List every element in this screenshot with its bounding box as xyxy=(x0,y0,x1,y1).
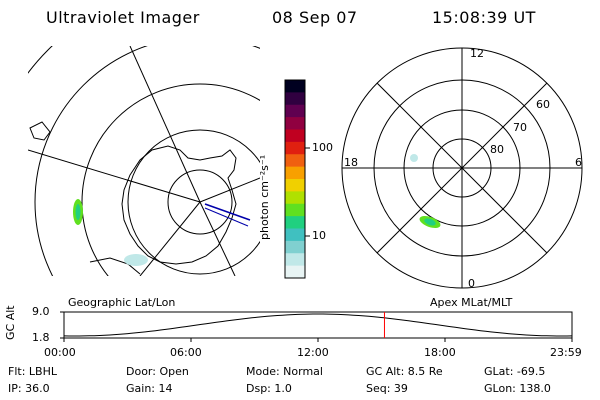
alt-ylabel: GC Alt xyxy=(4,305,17,340)
alt-ytick-min: 1.8 xyxy=(32,331,50,344)
altitude-curve xyxy=(63,313,573,337)
colorbar-segment xyxy=(285,228,305,242)
geographic-map xyxy=(28,46,260,276)
antarctica-coastline xyxy=(121,145,237,265)
colorbar-segment xyxy=(285,154,305,168)
gc-alt-status: GC Alt: 8.5 Re xyxy=(366,365,443,378)
colorbar-segment xyxy=(285,216,305,229)
time-axis-ticks xyxy=(63,338,573,342)
date-label: 08 Sep 07 xyxy=(272,8,358,27)
mlt-label-12: 12 xyxy=(470,47,484,60)
colorbar-segment xyxy=(285,141,305,155)
glat-status: GLat: -69.5 xyxy=(484,365,546,378)
mlat-label-80: 80 xyxy=(490,143,504,156)
colorbar-segment xyxy=(285,80,305,93)
colorbar-segment xyxy=(285,191,305,205)
colorbar-segment xyxy=(285,117,305,130)
mlt-label-6: 6 xyxy=(575,156,582,169)
door-status: Door: Open xyxy=(126,365,189,378)
glon-status: GLon: 138.0 xyxy=(484,382,551,395)
polar-plot xyxy=(341,47,583,289)
time-label: 15:08:39 UT xyxy=(432,8,536,27)
colorbar-segment xyxy=(285,166,305,180)
colorbar-segment xyxy=(285,240,305,254)
seq-status: Seq: 39 xyxy=(366,382,408,395)
colorbar-segment xyxy=(285,92,305,106)
alt-ytick-max: 9.0 xyxy=(32,305,50,318)
mode-status: Mode: Normal xyxy=(246,365,323,378)
instrument-title: Ultraviolet Imager xyxy=(46,8,200,27)
colorbar-tick-10: 10 xyxy=(312,229,326,242)
time-tick-4: 23:59 xyxy=(550,346,582,359)
colorbar-tick-100: 100 xyxy=(312,141,333,154)
filter-status: Flt: LBHL xyxy=(8,365,57,378)
gain-status: Gain: 14 xyxy=(126,382,173,395)
mlat-label-60: 60 xyxy=(536,98,550,111)
colorbar-segment xyxy=(285,179,305,192)
time-tick-3: 18:00 xyxy=(424,346,456,359)
altitude-plot-frame xyxy=(63,311,573,339)
ip-status: IP: 36.0 xyxy=(8,382,50,395)
time-tick-0: 00:00 xyxy=(44,346,76,359)
colorbar-segment xyxy=(285,104,305,118)
colorbar-segment xyxy=(285,265,305,279)
apex-label: Apex MLat/MLT xyxy=(430,296,513,309)
mlat-label-70: 70 xyxy=(513,121,527,134)
colorbar-segment xyxy=(285,129,305,143)
mlt-label-18: 18 xyxy=(344,156,358,169)
colorbar xyxy=(285,80,305,279)
time-tick-1: 06:00 xyxy=(170,346,202,359)
mlt-label-0: 0 xyxy=(468,277,475,290)
dsp-status: Dsp: 1.0 xyxy=(246,382,292,395)
colorbar-segment xyxy=(285,203,305,217)
geographic-label: Geographic Lat/Lon xyxy=(68,296,176,309)
colorbar-segment xyxy=(285,253,305,267)
time-tick-2: 12:00 xyxy=(297,346,329,359)
colorbar-label: photon cm⁻²s⁻¹ xyxy=(258,154,271,240)
